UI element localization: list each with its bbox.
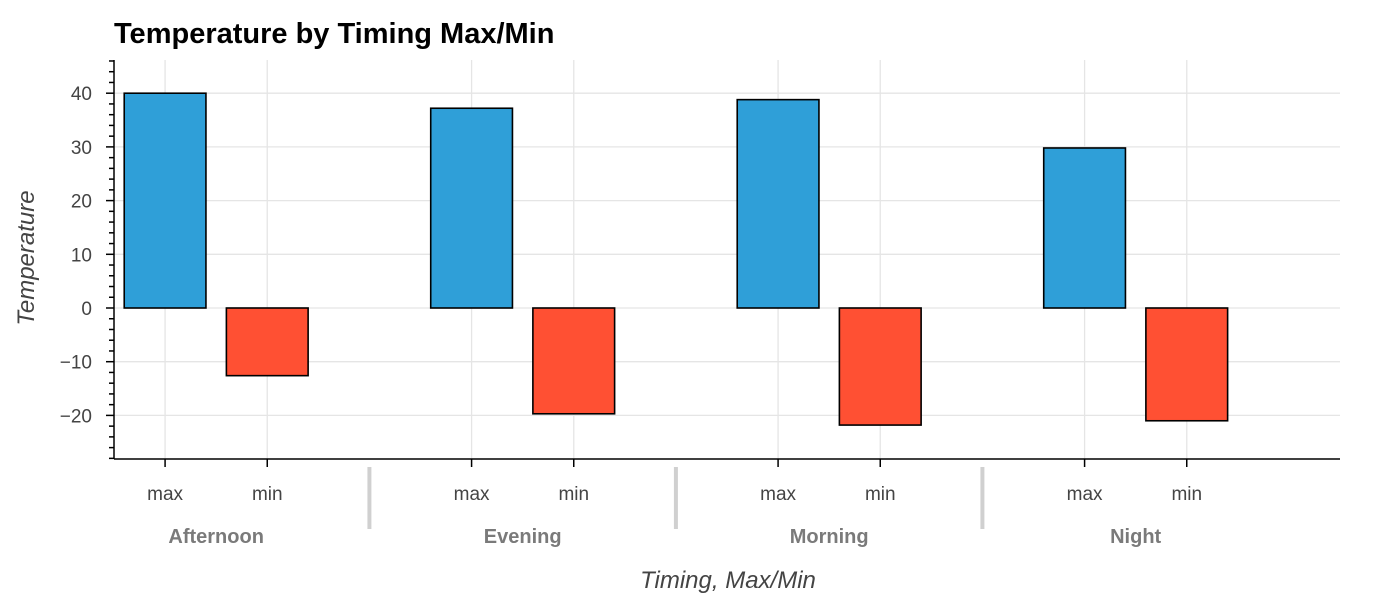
x-tick-label: min — [1171, 484, 1202, 505]
bar-night-max — [1042, 147, 1127, 309]
bars — [123, 92, 1229, 426]
group-label-evening: Evening — [484, 526, 562, 548]
group-label-afternoon: Afternoon — [168, 526, 264, 548]
group-label-morning: Morning — [790, 526, 869, 548]
bar-morning-min — [838, 307, 922, 426]
bar-morning-max — [736, 98, 820, 309]
y-axis-label: Temperature — [13, 190, 40, 325]
group-label-night: Night — [1110, 526, 1161, 548]
x-axis-label: Timing, Max/Min — [640, 567, 816, 594]
x-tick-label: max — [454, 484, 490, 505]
bar-evening-min — [532, 307, 616, 415]
axes — [106, 60, 1340, 529]
x-tick-label: min — [865, 484, 896, 505]
x-tick-label: max — [1067, 484, 1103, 505]
x-tick-label: min — [252, 484, 283, 505]
y-tick-label: 10 — [71, 245, 92, 266]
bar-afternoon-min — [225, 307, 309, 377]
y-tick-label: −10 — [60, 353, 92, 374]
bar-evening-max — [429, 107, 514, 309]
y-tick-label: 20 — [71, 192, 92, 213]
y-tick-label: −20 — [60, 406, 92, 427]
y-tick-label: 30 — [71, 138, 92, 159]
y-tick-label: 40 — [71, 84, 92, 105]
x-tick-label: max — [147, 484, 183, 505]
labels: −20 −10 0 10 20 30 40 max min Afternoon max min Even… — [60, 84, 1202, 548]
bar-night-min — [1145, 307, 1229, 422]
x-tick-label: max — [760, 484, 796, 505]
bar-afternoon-max — [123, 92, 207, 309]
y-tick-label: 0 — [81, 299, 92, 320]
chart-title: Temperature by Timing Max/Min — [114, 18, 554, 50]
x-tick-label: min — [558, 484, 589, 505]
